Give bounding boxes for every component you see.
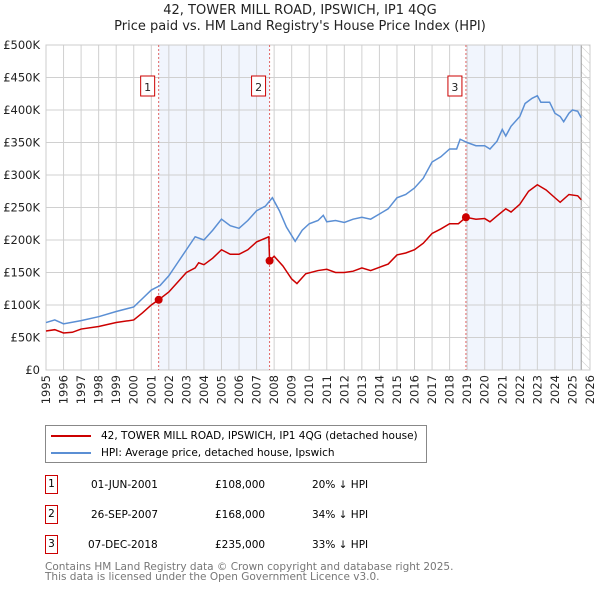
plot-area: 1995 1996 1997 1998 1999 2000 2001 2002 2003 2004… xyxy=(3,38,597,404)
sale-price: £108,000 xyxy=(215,479,266,491)
sale-marker-box xyxy=(447,75,463,97)
sale-marker-label: 2 xyxy=(255,81,262,94)
legend-label: 42, TOWER MILL ROAD, IPSWICH, IP1 4QG (d… xyxy=(101,430,418,442)
x-tick-label: 2025 xyxy=(565,375,579,404)
x-tick-label: 2007 xyxy=(250,375,264,404)
y-tick-label: £300K xyxy=(3,168,40,182)
x-tick-label: 2000 xyxy=(127,375,141,404)
sale-marker-label: 1 xyxy=(144,81,151,94)
x-tick-label: 2013 xyxy=(355,375,369,404)
x-tick-label: 1996 xyxy=(57,375,71,404)
plot-frame xyxy=(45,44,591,371)
legend-label: HPI: Average price, detached house, Ipsw… xyxy=(101,447,335,459)
footer-licence: This data is licensed under the Open Gov… xyxy=(45,571,380,583)
sale-price: £168,000 xyxy=(215,509,266,521)
y-tick-label: £500K xyxy=(3,38,40,52)
x-tick-label: 2004 xyxy=(197,375,211,404)
y-tick-label: £250K xyxy=(3,201,40,215)
x-tick-label: 2024 xyxy=(548,375,562,404)
footer-copyright: Contains HM Land Registry data © Crown c… xyxy=(45,561,454,573)
chart-subtitle: Price paid vs. HM Land Registry's House … xyxy=(114,19,486,34)
x-tick-label: 2026 xyxy=(583,375,597,404)
x-tick-label: 2018 xyxy=(443,375,457,404)
x-tick-label: 1995 xyxy=(39,375,53,404)
sale-price: £235,000 xyxy=(215,539,266,551)
sale-point xyxy=(461,213,470,222)
x-tick-label: 2015 xyxy=(390,375,404,404)
sale-marker-label: 3 xyxy=(451,81,458,94)
legend-item-property: 42, TOWER MILL ROAD, IPSWICH, IP1 4QG (d… xyxy=(46,428,418,444)
x-tick-label: 2021 xyxy=(495,375,509,404)
x-tick-label: 2014 xyxy=(372,375,386,404)
sale-date: 26-SEP-2007 xyxy=(91,509,159,521)
legend-item-hpi: HPI: Average price, detached house, Ipsw… xyxy=(46,445,335,461)
legend-swatch-red xyxy=(51,435,91,437)
x-tick-label: 2008 xyxy=(267,375,281,404)
x-tick-label: 1999 xyxy=(109,375,123,404)
sale-marker-box xyxy=(140,75,156,97)
sale-hpi-diff: 34% ↓ HPI xyxy=(312,509,369,521)
x-tick-label: 2001 xyxy=(144,375,158,404)
x-tick-label: 2010 xyxy=(302,375,316,404)
y-tick-label: £200K xyxy=(3,233,40,247)
y-tick-label: £450K xyxy=(3,71,40,85)
sale-marker-box xyxy=(251,75,267,97)
sale-badge: 3 xyxy=(45,535,58,554)
x-tick-label: 2019 xyxy=(460,375,474,404)
x-tick-label: 2003 xyxy=(179,375,193,404)
y-tick-label: £100K xyxy=(3,298,40,312)
sale-date: 01-JUN-2001 xyxy=(91,479,158,491)
x-tick-label: 2005 xyxy=(214,375,228,404)
x-tick-label: 2023 xyxy=(530,375,544,404)
x-tick-label: 2022 xyxy=(513,375,527,404)
y-tick-label: £0 xyxy=(25,363,40,377)
sale-date: 07-DEC-2018 xyxy=(88,539,158,551)
y-tick-label: £400K xyxy=(3,103,40,117)
series-line-hpi xyxy=(45,94,582,325)
y-tick-label: £150K xyxy=(3,266,40,280)
legend-swatch-blue xyxy=(51,452,91,454)
x-tick-label: 2016 xyxy=(408,375,422,404)
x-tick-label: 2009 xyxy=(285,375,299,404)
sale-point xyxy=(154,295,163,304)
x-tick-label: 2011 xyxy=(320,375,334,404)
x-tick-label: 2020 xyxy=(478,375,492,404)
y-tick-label: £50K xyxy=(11,331,41,345)
x-tick-label: 1998 xyxy=(92,375,106,404)
x-tick-label: 2006 xyxy=(232,375,246,404)
sale-point xyxy=(265,256,274,265)
legend: 42, TOWER MILL ROAD, IPSWICH, IP1 4QG (d… xyxy=(45,425,427,463)
x-tick-label: 2012 xyxy=(337,375,351,404)
series-line-property xyxy=(45,183,582,334)
sale-badge: 2 xyxy=(45,505,58,524)
sale-hpi-diff: 20% ↓ HPI xyxy=(312,479,369,491)
chart-title: 42, TOWER MILL ROAD, IPSWICH, IP1 4QG xyxy=(163,3,437,18)
sale-badge: 1 xyxy=(45,475,58,494)
x-tick-label: 2017 xyxy=(425,375,439,404)
y-tick-label: £350K xyxy=(3,136,40,150)
x-tick-label: 2002 xyxy=(162,375,176,404)
sale-hpi-diff: 33% ↓ HPI xyxy=(312,539,369,551)
x-tick-label: 1997 xyxy=(74,375,88,404)
